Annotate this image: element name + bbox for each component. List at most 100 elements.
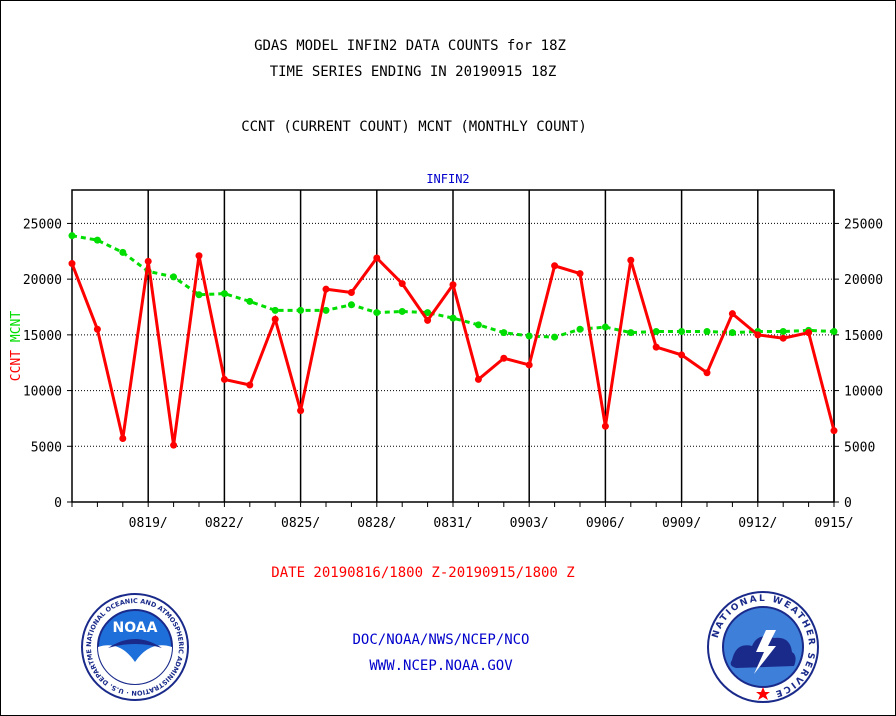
mcnt-point	[246, 297, 254, 305]
x-tick-label: 0831/	[433, 516, 472, 531]
mcnt-point	[195, 291, 203, 299]
ccnt-point	[449, 281, 457, 289]
ccnt-point	[576, 270, 584, 278]
y-tick-label-left: 5000	[31, 440, 62, 455]
ccnt-point	[170, 441, 178, 449]
series-mcnt	[68, 232, 838, 341]
mcnt-point	[373, 309, 381, 317]
x-tick-label: 0909/	[662, 516, 701, 531]
mcnt-point	[576, 325, 584, 333]
ccnt-point	[728, 310, 736, 318]
x-tick-label: 0915/	[814, 516, 853, 531]
ccnt-point	[271, 315, 279, 323]
tick-labels: 0 0 5000 5000 10000 10000 15000 15000 20000 20000…	[9, 217, 883, 531]
y-tick-label-left: 0	[54, 496, 62, 511]
y-tick-label-right: 10000	[844, 385, 883, 400]
y-tick-label-right: 5000	[844, 440, 875, 455]
svg-text:NOAA: NOAA	[113, 620, 158, 636]
chart-title-line1: GDAS MODEL INFIN2 DATA COUNTS for 18Z	[254, 38, 566, 54]
y-tick-label-right: 0	[844, 496, 852, 511]
x-tick-label: 0822/	[205, 516, 244, 531]
ccnt-point	[551, 262, 559, 270]
panel-label: INFIN2	[426, 172, 470, 186]
y-tick-label-left: 20000	[23, 273, 62, 288]
mcnt-point	[220, 290, 228, 298]
y-tick-label-right: 25000	[844, 217, 883, 232]
grid	[72, 190, 835, 502]
mcnt-point	[678, 328, 686, 336]
x-tick-label: 0903/	[510, 516, 549, 531]
ccnt-point	[601, 422, 609, 430]
ccnt-point	[347, 289, 355, 297]
x-tick-label: 0819/	[129, 516, 168, 531]
ccnt-point	[652, 343, 660, 351]
mcnt-point	[93, 236, 101, 244]
y-tick-label-left: 10000	[23, 385, 62, 400]
mcnt-point	[297, 306, 305, 314]
nws-logo-icon: NATIONAL WEATHER SERVICE	[707, 591, 819, 703]
ccnt-point	[68, 260, 76, 268]
noaa-logo-icon: NOAA NATIONAL OCEANIC AND ATMOSPHERIC AD…	[80, 592, 189, 701]
mcnt-point	[627, 329, 635, 337]
mcnt-point	[601, 323, 609, 331]
y-axis-label: CCNT MCNT	[9, 311, 24, 382]
mcnt-point	[347, 301, 355, 309]
ylabel-mcnt: MCNT	[9, 311, 24, 342]
x-tick-label: 0828/	[357, 516, 396, 531]
y-tick-label-left: 15000	[23, 329, 62, 344]
mcnt-point	[271, 306, 279, 314]
ccnt-point	[246, 381, 254, 389]
ccnt-point	[398, 280, 406, 288]
mcnt-point	[322, 306, 330, 314]
mcnt-point	[449, 314, 457, 322]
ylabel-ccnt: CCNT	[9, 342, 24, 381]
ccnt-point	[754, 331, 762, 339]
ccnt-point	[500, 354, 508, 362]
mcnt-point	[830, 328, 838, 336]
ccnt-point	[119, 434, 127, 442]
y-tick-label-left: 25000	[23, 217, 62, 232]
ccnt-point	[373, 254, 381, 262]
mcnt-point	[170, 273, 178, 281]
ccnt-point	[220, 375, 228, 383]
chart-title-line2: TIME SERIES ENDING IN 20190915 18Z	[269, 64, 557, 80]
ccnt-point	[474, 375, 482, 383]
ccnt-point	[678, 351, 686, 359]
chart-subtitle: CCNT (CURRENT COUNT) MCNT (MONTHLY COUNT…	[241, 119, 587, 135]
mcnt-point	[119, 248, 127, 256]
axes	[67, 189, 839, 507]
footer-org: DOC/NOAA/NWS/NCEP/NCO	[352, 632, 530, 648]
ccnt-point	[93, 325, 101, 333]
ccnt-point	[424, 316, 432, 324]
mcnt-point	[68, 232, 76, 240]
mcnt-point	[652, 328, 660, 336]
x-tick-label: 0912/	[738, 516, 777, 531]
mcnt-point	[398, 307, 406, 315]
mcnt-point	[474, 321, 482, 329]
x-tick-label: 0825/	[281, 516, 320, 531]
plot-frame	[71, 189, 835, 503]
y-tick-label-right: 15000	[844, 329, 883, 344]
mcnt-point	[703, 328, 711, 336]
mcnt-point	[525, 332, 533, 340]
mcnt-point	[424, 309, 432, 317]
series-ccnt	[68, 252, 838, 449]
ccnt-point	[297, 407, 305, 415]
x-tick-label: 0906/	[586, 516, 625, 531]
mcnt-point	[779, 328, 787, 336]
mcnt-point	[551, 333, 559, 341]
y-tick-label-right: 20000	[844, 273, 883, 288]
ccnt-point	[779, 334, 787, 342]
ccnt-point	[195, 252, 203, 260]
mcnt-point	[728, 329, 736, 337]
date-range-label: DATE 20190816/1800 Z-20190915/1800 Z	[271, 565, 575, 581]
ccnt-point	[144, 257, 152, 265]
mcnt-point	[500, 329, 508, 337]
ccnt-point	[805, 329, 813, 337]
ccnt-point	[322, 285, 330, 293]
ccnt-point	[830, 427, 838, 435]
ccnt-point	[703, 369, 711, 377]
footer-url: WWW.NCEP.NOAA.GOV	[369, 658, 513, 674]
ccnt-point	[627, 256, 635, 264]
